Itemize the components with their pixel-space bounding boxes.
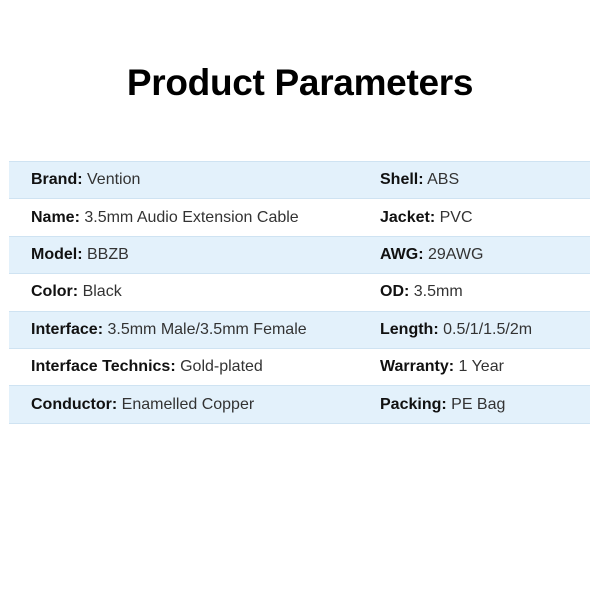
parameter-label: Name:: [31, 208, 80, 226]
parameter-label: AWG:: [380, 245, 424, 263]
parameter-value: 3.5mm: [413, 283, 463, 301]
table-row: Interface: 3.5mm Male/3.5mm Female Length…: [9, 311, 590, 349]
parameter-value: BBZB: [87, 245, 129, 263]
table-row: Conductor: Enamelled Copper Packing: PE B…: [9, 386, 590, 424]
parameter-value: PVC: [439, 208, 473, 226]
parameter-cell: Model: BBZB: [31, 246, 129, 264]
parameter-label: Color:: [31, 283, 79, 301]
parameter-value: Enamelled Copper: [121, 395, 255, 413]
parameter-label: Packing:: [380, 395, 447, 413]
parameter-label: Conductor:: [31, 395, 118, 413]
table-row: Model: BBZB AWG: 29AWG: [9, 236, 590, 275]
parameter-label: Warranty:: [380, 358, 455, 376]
parameter-value: Vention: [87, 171, 141, 189]
parameter-value: Black: [82, 283, 122, 301]
parameter-cell: AWG: 29AWG: [380, 246, 483, 264]
parameter-value: 0.5/1/1.5/2m: [443, 320, 533, 338]
parameter-cell: Jacket: PVC: [380, 209, 473, 227]
parameter-cell: Interface Technics: Gold-plated: [31, 358, 263, 376]
parameter-cell: Color: Black: [31, 283, 122, 301]
parameter-label: Model:: [31, 245, 83, 263]
parameter-label: Jacket:: [380, 208, 436, 226]
parameter-cell: Packing: PE Bag: [380, 396, 505, 414]
parameter-cell: Interface: 3.5mm Male/3.5mm Female: [31, 321, 307, 339]
parameter-cell: Length: 0.5/1/1.5/2m: [380, 321, 532, 339]
table-row: Interface Technics: Gold-plated Warranty:…: [9, 349, 590, 387]
parameter-value: ABS: [427, 171, 460, 189]
parameter-value: PE Bag: [451, 395, 506, 413]
parameter-cell: Name: 3.5mm Audio Extension Cable: [31, 209, 299, 227]
table-row: Name: 3.5mm Audio Extension Cable Jacket:…: [9, 199, 590, 237]
parameter-label: Interface Technics:: [31, 358, 176, 376]
table-row: Color: Black OD: 3.5mm: [9, 274, 590, 312]
parameter-value: Gold-plated: [180, 358, 263, 376]
parameter-label: OD:: [380, 283, 410, 301]
parameter-value: 3.5mm Male/3.5mm Female: [107, 320, 307, 338]
table-row: Brand: Vention Shell: ABS: [9, 162, 590, 200]
parameter-cell: Brand: Vention: [31, 171, 140, 189]
parameter-label: Brand:: [31, 171, 83, 189]
parameters-table: Brand: Vention Shell: ABS Name: 3.5mm Audi…: [9, 161, 590, 424]
parameter-cell: Warranty: 1 Year: [380, 358, 504, 376]
parameter-cell: OD: 3.5mm: [380, 283, 463, 301]
parameter-cell: Conductor: Enamelled Copper: [31, 396, 254, 414]
parameter-cell: Shell: ABS: [380, 171, 459, 189]
page-title: Product Parameters: [126, 62, 474, 103]
parameter-value: 1 Year: [458, 358, 504, 376]
parameter-value: 3.5mm Audio Extension Cable: [84, 208, 299, 226]
parameter-label: Interface:: [31, 320, 104, 338]
parameter-value: 29AWG: [428, 245, 484, 263]
parameter-label: Length:: [380, 320, 439, 338]
parameter-label: Shell:: [380, 171, 424, 189]
